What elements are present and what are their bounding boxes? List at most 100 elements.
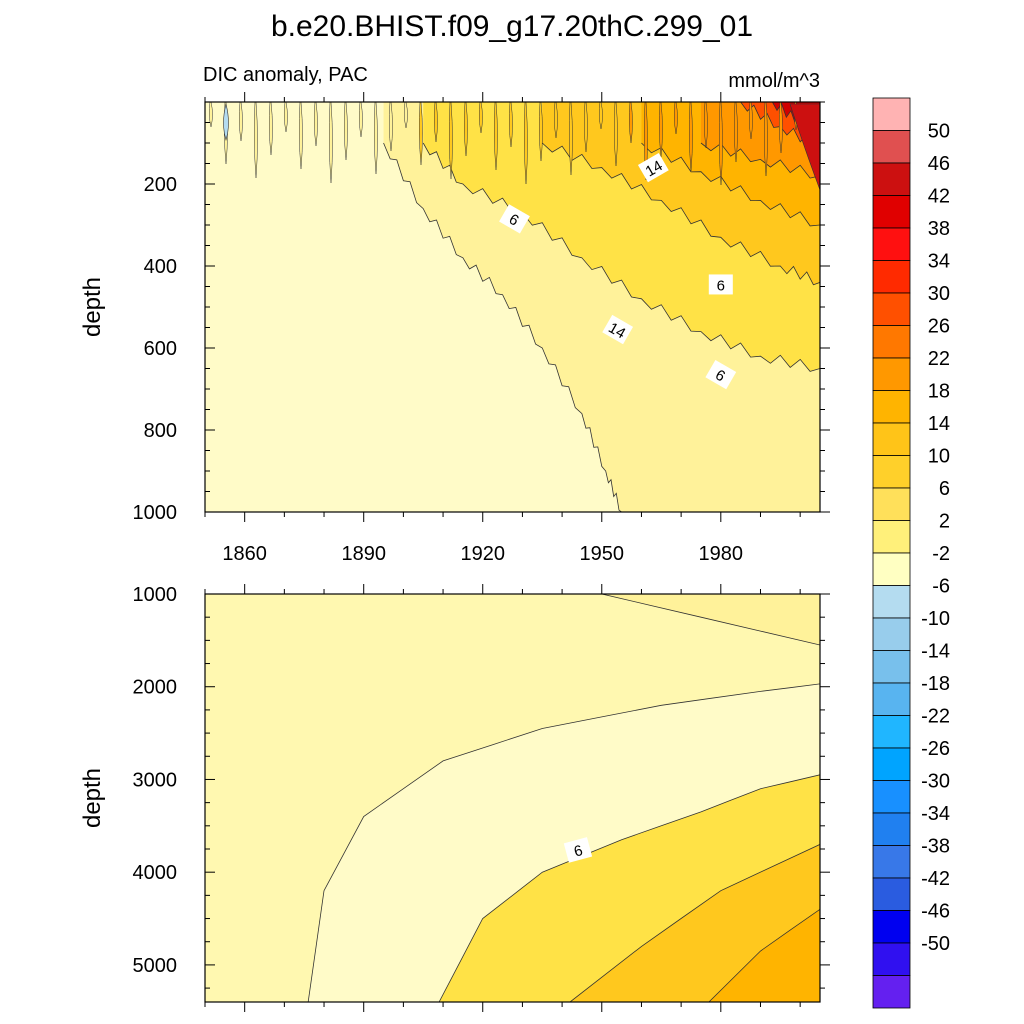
surface-streak bbox=[583, 102, 588, 153]
colorbar-swatch bbox=[872, 877, 911, 911]
surface-streak bbox=[538, 102, 543, 162]
surface-streak bbox=[508, 102, 513, 148]
colorbar-label: -42 bbox=[921, 868, 950, 890]
colorbar-label: -46 bbox=[921, 901, 950, 923]
colorbar-swatch bbox=[872, 227, 911, 261]
surface-streak bbox=[703, 102, 708, 149]
colorbar-swatch bbox=[872, 975, 911, 1009]
colorbar-label: 46 bbox=[928, 153, 950, 175]
y-tick-label: 200 bbox=[144, 174, 177, 196]
surface-streak bbox=[553, 102, 558, 139]
colorbar-label: 42 bbox=[928, 186, 950, 208]
contour-line bbox=[569, 844, 820, 1002]
surface-streak bbox=[628, 102, 633, 144]
y-tick-label: 3000 bbox=[133, 769, 178, 791]
colorbar-swatch bbox=[872, 715, 911, 749]
colorbar-label: -26 bbox=[921, 738, 950, 760]
contour-label: 14 bbox=[637, 152, 669, 183]
surface-streak bbox=[778, 102, 783, 154]
colorbar-swatch bbox=[872, 195, 911, 229]
x-tick-label: 1890 bbox=[341, 543, 386, 565]
contour-line bbox=[601, 594, 820, 646]
y-tick-label: 2000 bbox=[133, 677, 178, 699]
colorbar-swatch bbox=[872, 845, 911, 879]
surface-streak bbox=[388, 102, 393, 152]
surface-streak bbox=[688, 102, 693, 172]
colorbar-label: 22 bbox=[928, 348, 950, 370]
surface-streak bbox=[328, 102, 333, 184]
surface-streak bbox=[208, 102, 213, 128]
colorbar-label: 2 bbox=[939, 511, 950, 533]
colorbar-label: -2 bbox=[932, 543, 950, 565]
surface-streak bbox=[253, 102, 258, 179]
colorbar-swatch bbox=[872, 617, 911, 651]
colorbar-swatch bbox=[872, 650, 911, 684]
y-tick-label: 1000 bbox=[133, 584, 178, 606]
surface-streak bbox=[298, 102, 303, 170]
surface-streak bbox=[343, 102, 348, 161]
y-tick-label: 800 bbox=[144, 420, 177, 442]
contour-line bbox=[422, 142, 820, 372]
surface-streak bbox=[448, 102, 453, 180]
surface-streak bbox=[763, 102, 768, 177]
contour-label: 14 bbox=[602, 314, 634, 345]
colorbar-swatch bbox=[872, 910, 911, 944]
colorbar-label: -10 bbox=[921, 608, 950, 630]
surface-streak bbox=[373, 102, 378, 175]
colorbar-label: -30 bbox=[921, 771, 950, 793]
colorbar-label: 26 bbox=[928, 316, 950, 338]
contour-label: 6 bbox=[708, 274, 733, 295]
colorbar-swatch bbox=[872, 552, 911, 586]
colorbar-label: 30 bbox=[928, 283, 950, 305]
colorbar-swatch bbox=[872, 130, 911, 164]
colorbar-label: 50 bbox=[928, 121, 950, 143]
lower-panel: 1000 2000 3000 4000 5000 depth 6 bbox=[79, 584, 830, 1012]
surface-streak bbox=[493, 102, 498, 171]
colorbar-swatch bbox=[872, 682, 911, 716]
surface-streak bbox=[673, 102, 678, 135]
surface-streak bbox=[748, 102, 753, 140]
colorbar-swatch bbox=[872, 357, 911, 391]
x-tick-label: 1950 bbox=[580, 543, 625, 565]
colorbar-label: -18 bbox=[921, 673, 950, 695]
y-axis-label: depth bbox=[79, 277, 106, 337]
colorbar-label: -50 bbox=[921, 933, 950, 955]
contour-field bbox=[205, 102, 820, 512]
colorbar-swatch bbox=[872, 162, 911, 196]
negative-anomaly-patch bbox=[223, 103, 229, 142]
y-tick-label: 400 bbox=[144, 256, 177, 278]
colorbar-swatch bbox=[872, 780, 911, 814]
plot-frame bbox=[204, 593, 821, 1003]
colorbar-swatch bbox=[872, 325, 911, 359]
colorbar-label: 14 bbox=[928, 413, 950, 435]
contour-line bbox=[307, 683, 820, 1002]
colorbar-swatch bbox=[872, 390, 911, 424]
surface-streak bbox=[418, 102, 423, 166]
figure-title: b.e20.BHIST.f09_g17.20thC.299_01 bbox=[271, 10, 753, 43]
surface-streak bbox=[313, 102, 318, 147]
colorbar-label: -22 bbox=[921, 706, 950, 728]
colorbar-swatch bbox=[872, 520, 911, 554]
upper-panel: 200 400 600 800 1000 depth 1860 1890 1920 1950 198… bbox=[79, 92, 830, 565]
contour-field bbox=[205, 594, 820, 1002]
units-label: mmol/m^3 bbox=[728, 70, 820, 92]
x-tick-label: 1920 bbox=[460, 543, 505, 565]
colorbar-swatch bbox=[872, 292, 911, 326]
contour-line bbox=[708, 908, 820, 1002]
contour-label: 6 bbox=[563, 837, 593, 863]
contour-band bbox=[708, 909, 820, 1002]
surface-streak bbox=[433, 102, 438, 143]
y-tick-label: 1000 bbox=[133, 502, 178, 524]
colorbar-label: -34 bbox=[921, 803, 950, 825]
svg-text:14: 14 bbox=[605, 319, 628, 342]
colorbar-swatch bbox=[872, 97, 911, 131]
surface-streak bbox=[478, 102, 483, 134]
colorbar-label: 10 bbox=[928, 446, 950, 468]
surface-streak bbox=[568, 102, 573, 176]
colorbar-label: -38 bbox=[921, 836, 950, 858]
surface-streak bbox=[598, 102, 603, 130]
colorbar-swatch bbox=[872, 487, 911, 521]
surface-streak bbox=[238, 102, 243, 142]
colorbar-swatch bbox=[872, 942, 911, 976]
